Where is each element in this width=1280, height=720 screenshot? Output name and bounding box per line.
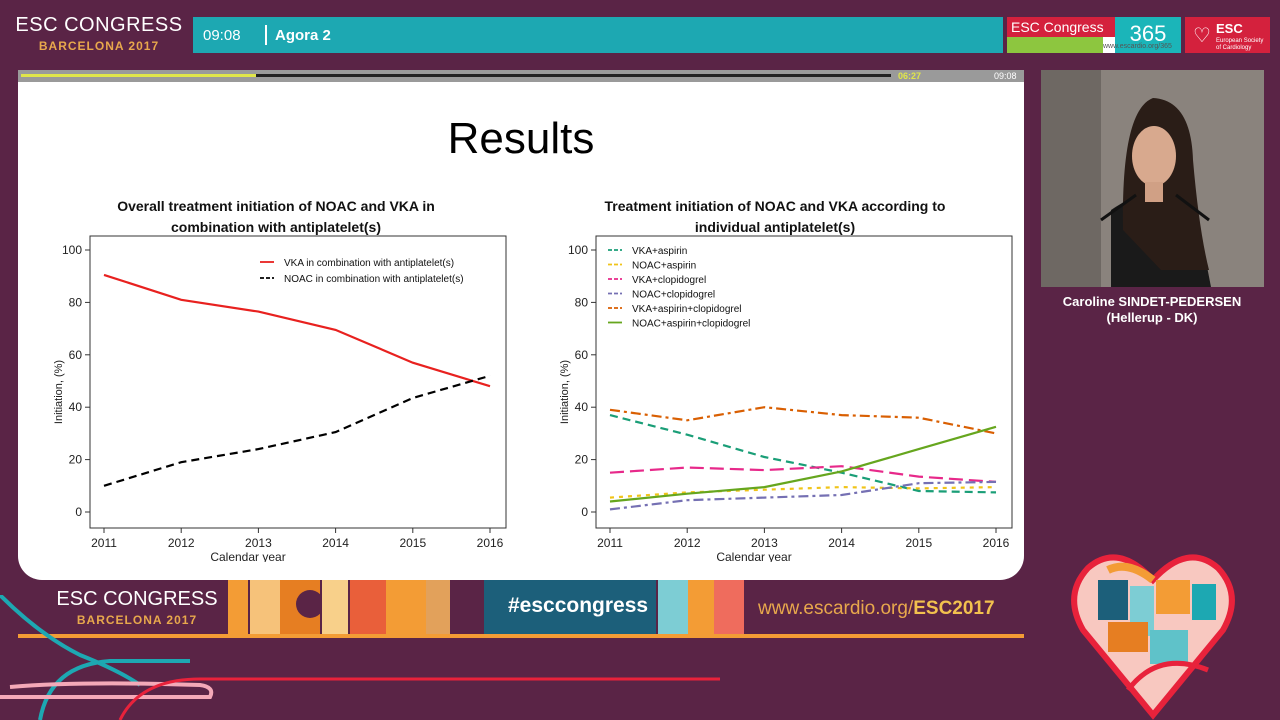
- esc365-label: ESC Congress: [1007, 17, 1115, 37]
- y-tick-label: 80: [575, 295, 589, 309]
- decorative-swirls: [0, 595, 720, 720]
- x-axis-label: Calendar year: [210, 550, 285, 562]
- series-line-3: [609, 480, 997, 511]
- congress-banner: ESC CONGRESS BARCELONA 2017 #esccongress…: [18, 580, 1024, 638]
- hashtag: #esccongress: [508, 594, 649, 617]
- right-chart-title-line1: Treatment initiation of NOAC and VKA acc…: [604, 198, 946, 214]
- session-bar: 09:08 Agora 2: [193, 17, 1003, 53]
- banner-logo-line2: BARCELONA 2017: [76, 613, 198, 627]
- y-tick-label: 80: [69, 295, 83, 309]
- legend-label: NOAC in combination with antiplatelet(s): [284, 274, 464, 285]
- series-line-0: [103, 273, 491, 388]
- x-tick-label: 2015: [399, 536, 426, 550]
- series-line-1: [103, 374, 491, 487]
- total-time: 09:08: [994, 71, 1017, 81]
- x-tick-label: 2011: [597, 536, 623, 550]
- left-chart-title: Overall treatment initiation of NOAC and…: [76, 196, 476, 238]
- y-axis-label: Initiation, (%): [559, 360, 571, 424]
- separator: [265, 25, 267, 45]
- y-tick-label: 40: [575, 400, 589, 414]
- y-tick-label: 100: [568, 243, 588, 257]
- y-tick-label: 100: [62, 243, 82, 257]
- series-line-5: [609, 425, 997, 503]
- url-bold: ESC2017: [913, 598, 995, 619]
- left-chart-title-line1: Overall treatment initiation of NOAC and…: [117, 198, 435, 214]
- left-chart-title-line2: combination with antiplatelet(s): [170, 219, 381, 235]
- logo-line2: BARCELONA 2017: [38, 39, 160, 53]
- x-axis-label: Calendar year: [716, 550, 791, 562]
- x-tick-label: 2012: [168, 536, 195, 550]
- banner-logo: ESC CONGRESS BARCELONA 2017: [52, 588, 222, 627]
- series-line-4: [609, 406, 997, 435]
- heart-icon: ♡: [1193, 25, 1211, 47]
- esc-badge-subtitle: European Society of Cardiology: [1216, 38, 1264, 51]
- esc365-green-strip: [1007, 37, 1103, 53]
- legend-label: VKA+aspirin: [632, 246, 687, 257]
- right-chart-title-line2: individual antiplatelet(s): [694, 219, 856, 235]
- y-axis-label: Initiation, (%): [53, 360, 65, 424]
- right-line-chart: 0 20 40 60 80 100 2011 2012 2013 2014 2015 2016 Cale…: [559, 235, 1013, 562]
- x-tick-label: 2012: [674, 536, 701, 550]
- slide-title: Results: [447, 114, 595, 163]
- speaker-affiliation: (Hellerup - DK): [1106, 310, 1198, 325]
- right-chart-title: Treatment initiation of NOAC and VKA acc…: [570, 196, 980, 238]
- y-tick-label: 40: [69, 400, 83, 414]
- series-line-2: [609, 465, 997, 483]
- series-line-0: [609, 414, 997, 494]
- plot-frame: [595, 235, 1013, 529]
- esc-congress-logo: ESC CONGRESS BARCELONA 2017: [14, 14, 184, 53]
- x-tick-label: 2013: [245, 536, 272, 550]
- presentation-slide: Results Overall treatment initiation of …: [18, 82, 1024, 580]
- progress-track[interactable]: [21, 74, 891, 77]
- legend-label: NOAC+aspirin: [632, 261, 696, 272]
- banner-decoration: [18, 580, 1024, 638]
- y-tick-label: 20: [575, 453, 589, 467]
- left-line-chart: 0 20 40 60 80 100 2011 2012 2013 2014 2015 2016 Cale…: [53, 235, 507, 562]
- speaker-silhouette: [1041, 70, 1264, 287]
- heart-emblem-icon: [1071, 554, 1235, 720]
- esc-badge-title: ESC: [1216, 21, 1243, 36]
- legend-label: NOAC+aspirin+clopidogrel: [632, 319, 750, 330]
- plot-frame: [89, 235, 507, 529]
- x-tick-label: 2015: [905, 536, 932, 550]
- x-tick-label: 2014: [828, 536, 855, 550]
- legend-label: VKA+clopidogrel: [632, 275, 706, 286]
- legend-label: NOAC+clopidogrel: [632, 290, 715, 301]
- logo-line1: ESC CONGRESS: [15, 14, 183, 36]
- x-tick-label: 2014: [322, 536, 349, 550]
- banner-logo-line1: ESC CONGRESS: [56, 588, 218, 610]
- y-tick-label: 20: [69, 453, 83, 467]
- speaker-name: Caroline SINDET-PEDERSEN: [1062, 294, 1242, 309]
- speaker-caption: Caroline SINDET-PEDERSEN (Hellerup - DK): [1034, 294, 1270, 326]
- session-room: Agora 2: [275, 26, 331, 44]
- y-tick-label: 60: [575, 348, 589, 362]
- congress-url[interactable]: www.escardio.org/ESC2017: [758, 598, 995, 620]
- progress-fill: [21, 74, 256, 77]
- y-tick-label: 0: [581, 505, 588, 519]
- y-tick-label: 0: [75, 505, 82, 519]
- x-tick-label: 2013: [751, 536, 778, 550]
- session-time: 09:08: [203, 26, 241, 44]
- x-tick-label: 2016: [477, 536, 504, 550]
- esc-society-logo[interactable]: ♡ ESC European Society of Cardiology: [1185, 17, 1270, 53]
- legend-label: VKA in combination with antiplatelet(s): [284, 258, 454, 269]
- esc365-logo[interactable]: ESC Congress 365 www.escardio.org/365: [1007, 17, 1181, 53]
- x-tick-label: 2011: [91, 536, 117, 550]
- legend-label: VKA+aspirin+clopidogrel: [632, 304, 742, 315]
- series-line-1: [609, 485, 997, 499]
- elapsed-time: 06:27: [898, 71, 922, 81]
- playback-progress[interactable]: 06:27 09:08: [18, 70, 1024, 82]
- x-tick-label: 2016: [983, 536, 1010, 550]
- esc365-url: www.escardio.org/365: [1103, 43, 1172, 50]
- url-prefix: www.escardio.org/: [758, 598, 914, 619]
- esc365-number: 365: [1115, 17, 1181, 53]
- speaker-video[interactable]: [1041, 70, 1264, 287]
- y-tick-label: 60: [69, 348, 83, 362]
